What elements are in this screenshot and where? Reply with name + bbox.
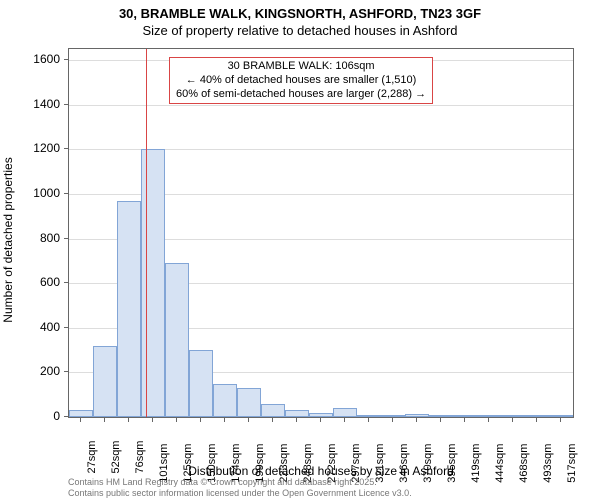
footer-credits: Contains HM Land Registry data © Crown c… — [68, 477, 412, 498]
y-tick-label: 1600 — [33, 52, 60, 66]
histogram-bar — [549, 415, 573, 417]
chart-title-address: 30, BRAMBLE WALK, KINGSNORTH, ASHFORD, T… — [0, 0, 600, 21]
property-marker-line — [146, 49, 147, 417]
histogram-bar — [453, 415, 477, 417]
histogram-bar — [237, 388, 261, 417]
histogram-bar — [285, 410, 309, 417]
histogram-bar — [357, 415, 381, 417]
x-axis-ticks: 27sqm52sqm76sqm101sqm125sqm150sqm174sqm1… — [68, 418, 574, 463]
histogram-bar — [165, 263, 189, 417]
footer-line-1: Contains HM Land Registry data © Crown c… — [68, 477, 412, 487]
histogram-bar — [333, 408, 357, 417]
histogram-bar — [69, 410, 93, 417]
y-tick-label: 800 — [40, 231, 60, 245]
histogram-bar — [261, 404, 285, 417]
y-tick-label: 1400 — [33, 97, 60, 111]
y-tick-label: 400 — [40, 320, 60, 334]
y-tick-label: 0 — [53, 409, 60, 423]
histogram-bar — [405, 414, 429, 417]
annotation-callout: 30 BRAMBLE WALK: 106sqm← 40% of detached… — [169, 57, 433, 104]
histogram-bar — [381, 415, 405, 417]
histogram-bar — [189, 350, 213, 417]
chart-subtitle: Size of property relative to detached ho… — [0, 21, 600, 38]
histogram-bar — [117, 201, 141, 417]
y-tick-label: 200 — [40, 364, 60, 378]
y-tick-label: 600 — [40, 275, 60, 289]
histogram-bar — [525, 415, 549, 417]
y-tick-label: 1000 — [33, 186, 60, 200]
property-size-histogram: 30, BRAMBLE WALK, KINGSNORTH, ASHFORD, T… — [0, 0, 600, 500]
y-tick-label: 1200 — [33, 141, 60, 155]
x-axis-label: Distribution of detached houses by size … — [68, 464, 574, 478]
histogram-bar — [501, 415, 525, 417]
footer-line-2: Contains public sector information licen… — [68, 488, 412, 498]
histogram-bar — [477, 415, 501, 417]
histogram-bar — [141, 149, 165, 417]
histogram-bar — [213, 384, 237, 417]
histogram-bar — [309, 413, 333, 417]
plot-area: 30 BRAMBLE WALK: 106sqm← 40% of detached… — [68, 48, 574, 418]
histogram-bar — [429, 415, 453, 417]
histogram-bar — [93, 346, 117, 417]
y-axis-ticks: 02004006008001000120014001600 — [0, 48, 64, 418]
